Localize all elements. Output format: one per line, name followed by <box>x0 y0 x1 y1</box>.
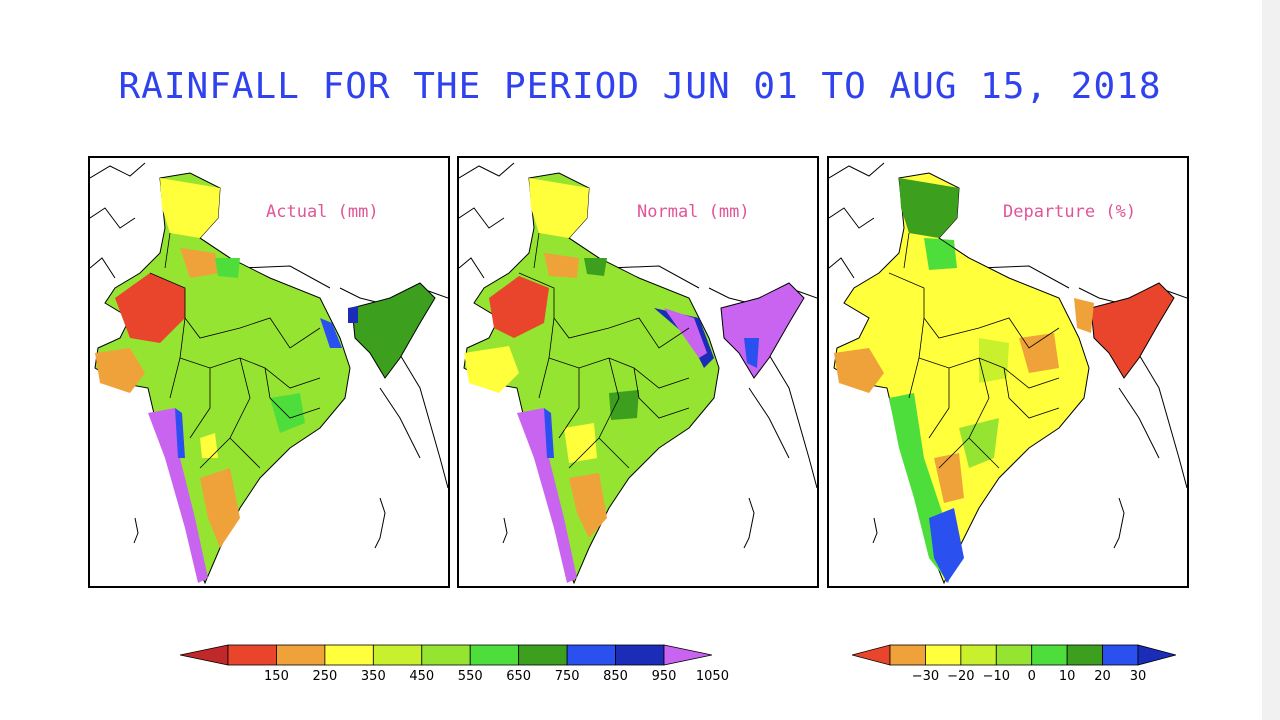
colorbar-tick-label: −20 <box>947 669 975 684</box>
colorbar-tick-label: 350 <box>360 669 386 684</box>
colorbar-end-high <box>1137 644 1178 666</box>
colorbar-tick-label: 450 <box>409 669 435 684</box>
colorbar-swatch <box>960 644 997 666</box>
colorbar-swatch <box>566 644 616 666</box>
colorbar-swatch <box>925 644 962 666</box>
colorbar-departure: −30 −20 −10 0 10 20 30 <box>850 643 1178 684</box>
scrollbar[interactable] <box>1262 0 1280 720</box>
colorbar-swatch <box>1102 644 1139 666</box>
colorbar-swatch <box>1031 644 1068 666</box>
map-panel-departure: Departure (%) <box>827 156 1189 588</box>
india-rainfall-map-departure <box>829 162 1187 585</box>
colorbar-tick-label: 950 <box>651 669 677 684</box>
colorbar-swatch <box>518 644 568 666</box>
colorbar-rainfall-swatches <box>179 644 713 666</box>
india-shape <box>463 172 720 585</box>
colorbar-tick-label: 0 <box>1027 669 1036 684</box>
colorbar-departure-swatches <box>850 644 1178 666</box>
panel-label-normal: Normal (mm) <box>637 202 750 222</box>
colorbar-swatch <box>889 644 926 666</box>
colorbar-tick-label: 850 <box>603 669 628 684</box>
colorbar-swatch <box>372 644 423 666</box>
colorbar-tick-label: 1050 <box>695 669 729 684</box>
panel-label-departure: Departure (%) <box>1003 202 1137 222</box>
colorbar-tick-label: 20 <box>1094 669 1111 684</box>
colorbar-swatch <box>469 644 520 666</box>
colorbar-swatch <box>1066 644 1103 666</box>
colorbar-tick-label: 750 <box>554 669 580 684</box>
colorbar-end-low <box>850 644 891 666</box>
colorbar-end-high <box>663 644 713 666</box>
colorbar-tick-label: 10 <box>1058 669 1076 684</box>
map-panel-actual: Actual (mm) <box>88 156 450 588</box>
page-title: RAINFALL FOR THE PERIOD JUN 01 TO AUG 15… <box>118 66 1162 107</box>
colorbar-tick-label: −30 <box>911 669 940 684</box>
colorbar-tick-label: 30 <box>1129 669 1147 684</box>
colorbar-swatch <box>995 644 1033 666</box>
map-panel-normal: Normal (mm) <box>457 156 819 588</box>
colorbar-end-low <box>179 644 229 666</box>
colorbar-tick-label: 250 <box>312 669 338 684</box>
panel-label-actual: Actual (mm) <box>266 202 379 222</box>
india-rainfall-map-actual <box>90 162 448 585</box>
colorbar-rainfall: 150 250 350 450 550 650 750 850 950 1050 <box>179 643 729 684</box>
colorbar-swatch <box>227 644 277 666</box>
colorbar-tick-label: 650 <box>506 669 532 684</box>
colorbar-swatch <box>276 644 326 666</box>
india-shape <box>94 172 351 585</box>
colorbar-tick-label: −10 <box>982 669 1010 684</box>
india-rainfall-map-normal <box>459 162 817 585</box>
colorbar-swatch <box>615 644 665 666</box>
colorbar-tick-label: 150 <box>264 669 289 684</box>
colorbar-tick-label: 550 <box>457 669 483 684</box>
colorbar-swatch <box>324 644 374 666</box>
colorbar-swatch <box>421 644 471 666</box>
